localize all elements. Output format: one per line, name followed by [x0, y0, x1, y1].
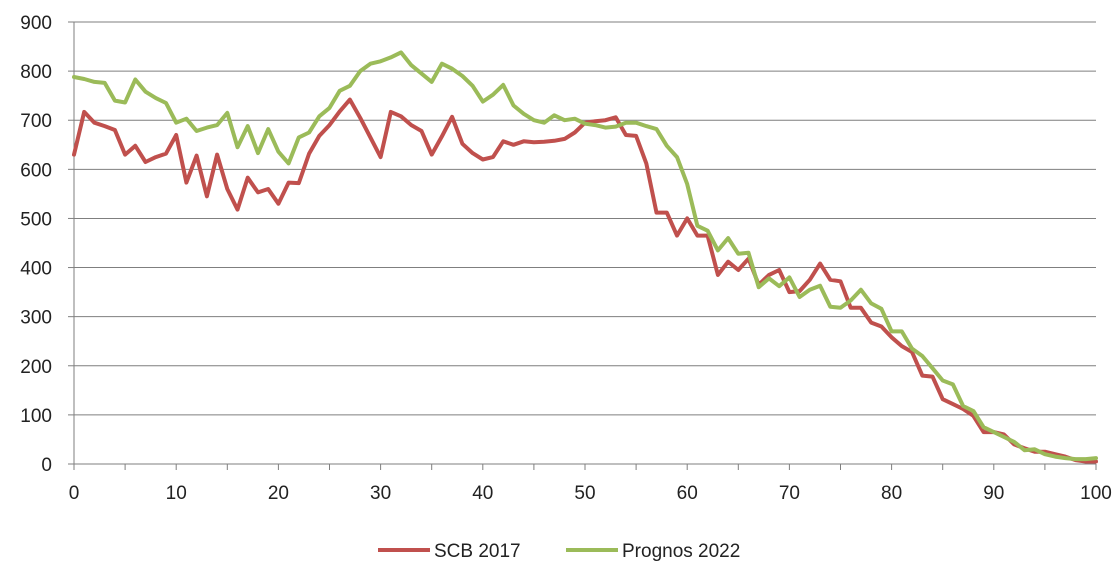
- x-tick-label: 10: [166, 483, 187, 504]
- x-tick-label: 20: [268, 483, 289, 504]
- y-tick-label: 400: [20, 259, 52, 280]
- tick-labels: 0 100 200 300 400 500 600 700 800 900 0 10 20 30 40 50 6…: [20, 13, 1112, 504]
- y-tick-label: 800: [20, 62, 52, 83]
- x-tick-label: 90: [983, 483, 1004, 504]
- x-tick-label: 30: [370, 483, 391, 504]
- y-tick-label: 600: [20, 160, 52, 181]
- y-tick-label: 0: [41, 455, 52, 476]
- x-tick-label: 50: [574, 483, 595, 504]
- series-line-2: [72, 50, 1098, 462]
- y-tick-label: 100: [20, 406, 52, 427]
- y-tick-label: 900: [20, 13, 52, 34]
- y-tick-label: 500: [20, 209, 52, 230]
- axes: [68, 21, 1097, 470]
- x-tick-label: 70: [779, 483, 800, 504]
- x-tick-label: 40: [472, 483, 493, 504]
- legend-label-1: SCB 2017: [434, 541, 521, 562]
- y-tick-label: 300: [20, 308, 52, 329]
- y-tick-label: 200: [20, 357, 52, 378]
- y-tick-label: 700: [20, 111, 52, 132]
- x-tick-label: 100: [1080, 483, 1112, 504]
- series-layer: [72, 50, 1098, 464]
- x-tick-label: 80: [881, 483, 902, 504]
- legend: SCB 2017 Prognos 2022: [378, 541, 740, 562]
- legend-label-2: Prognos 2022: [622, 541, 740, 562]
- gridlines: [74, 21, 1096, 416]
- x-tick-label: 0: [69, 483, 80, 504]
- series-line-1: [72, 97, 1098, 464]
- x-tick-label: 60: [677, 483, 698, 504]
